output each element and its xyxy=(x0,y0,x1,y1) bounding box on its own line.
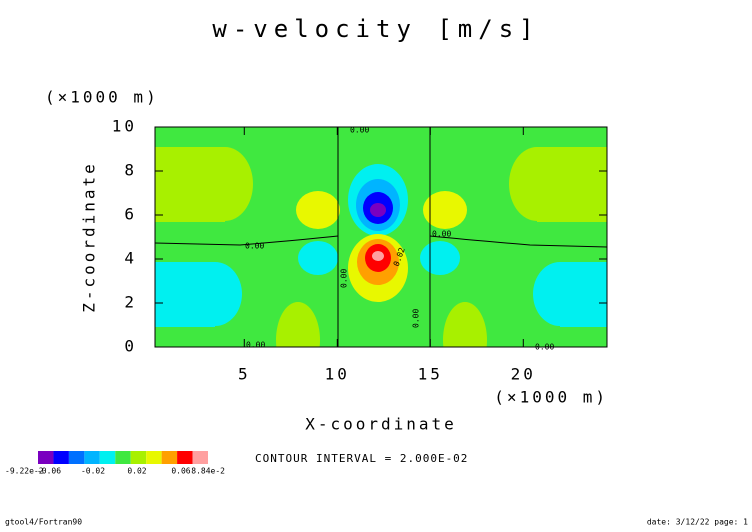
contour-interval: CONTOUR INTERVAL = 2.000E-02 xyxy=(255,452,468,465)
colorbar-cell xyxy=(115,451,131,464)
y-tick-label: 6 xyxy=(124,205,137,224)
x-tick-label: 20 xyxy=(511,365,536,384)
contour-label: 0.00 xyxy=(246,341,265,350)
y-tick-label: 8 xyxy=(124,161,137,180)
colorbar-cell xyxy=(192,451,208,464)
colorbar-cell xyxy=(53,451,69,464)
colorbar-label: -0.02 xyxy=(81,467,105,476)
y-tick-label: 4 xyxy=(124,249,137,268)
x-tick-label: 15 xyxy=(418,365,443,384)
x-tick-label: 5 xyxy=(238,365,251,384)
field xyxy=(155,127,607,347)
x-unit: (×1000 m) xyxy=(494,388,608,407)
contour-label: 0.00 xyxy=(340,269,349,288)
x-axis-label: X-coordinate xyxy=(305,415,457,434)
y-tick-label: 2 xyxy=(124,293,137,312)
contour-label: 0.00 xyxy=(350,126,369,135)
colorbar-cell xyxy=(177,451,193,464)
contour-label: 0.00 xyxy=(535,343,554,352)
contour-label: 0.00 xyxy=(245,242,264,251)
colorbar-label: -9.22e-2 xyxy=(5,467,44,476)
y-tick-label: 10 xyxy=(112,117,137,136)
colorbar-cell xyxy=(68,451,85,464)
colorbar-label: 0.06 xyxy=(171,467,190,476)
footer-right: date: 3/12/22 page: 1 xyxy=(647,518,748,527)
y-tick-label: 0 xyxy=(124,337,137,356)
colorbar-cell xyxy=(84,451,100,464)
colorbar-cell xyxy=(130,451,147,464)
contour-label: 0.00 xyxy=(432,230,451,239)
colorbar-cell xyxy=(99,451,116,464)
footer-left: gtool4/Fortran90 xyxy=(5,518,82,527)
y-axis-label: Z-coordinate xyxy=(80,161,99,313)
colorbar-cell xyxy=(146,451,162,464)
colorbar-cell xyxy=(161,451,178,464)
colorbar-cell xyxy=(38,451,54,464)
colorbar-label: -0.06 xyxy=(37,467,61,476)
colorbar-label: 0.02 xyxy=(127,467,146,476)
chart-title: w-velocity [m/s] xyxy=(212,15,539,43)
contour-label: 0.00 xyxy=(412,309,421,328)
y-unit: (×1000 m) xyxy=(45,88,159,107)
colorbar-label: 8.84e-2 xyxy=(191,467,225,476)
plot-frame xyxy=(154,126,608,348)
x-tick-label: 10 xyxy=(325,365,350,384)
